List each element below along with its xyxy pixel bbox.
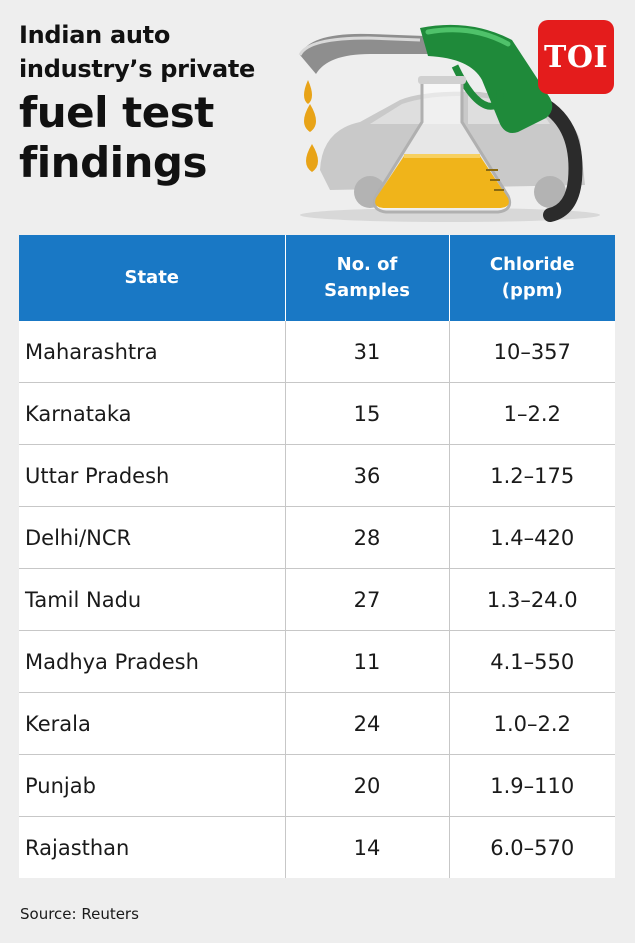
- cell-state: Delhi/NCR: [19, 506, 286, 569]
- cell-state: Karnataka: [19, 382, 286, 445]
- toi-logo-text: TOI: [544, 39, 608, 75]
- table-header-row: State No. of Samples Chloride (ppm): [19, 235, 615, 321]
- cell-chloride: 1.3–24.0: [449, 568, 615, 631]
- column-header-state: State: [19, 235, 286, 321]
- cell-samples: 14: [285, 816, 450, 878]
- cell-state: Kerala: [19, 692, 286, 755]
- title-line-1: Indian auto: [19, 21, 171, 49]
- cell-samples: 20: [285, 754, 450, 817]
- cell-chloride: 1.0–2.2: [449, 692, 615, 755]
- title-line-4: findings: [19, 138, 208, 187]
- cell-samples: 31: [285, 321, 450, 383]
- cell-samples: 28: [285, 506, 450, 569]
- table-row: Rajasthan 14 6.0–570: [19, 816, 615, 878]
- fuel-drop-icon: [304, 80, 318, 172]
- page-title: Indian auto industry’s private fuel test…: [19, 18, 319, 186]
- table-row: Uttar Pradesh 36 1.2–175: [19, 444, 615, 507]
- cell-state: Rajasthan: [19, 816, 286, 878]
- cell-chloride: 1.2–175: [449, 444, 615, 507]
- cell-samples: 11: [285, 630, 450, 693]
- column-header-samples: No. of Samples: [285, 235, 450, 321]
- cell-samples: 24: [285, 692, 450, 755]
- cell-chloride: 4.1–550: [449, 630, 615, 693]
- cell-state: Punjab: [19, 754, 286, 817]
- source-note: Source: Reuters: [20, 905, 139, 923]
- fuel-nozzle-icon: [298, 24, 553, 133]
- cell-chloride: 1–2.2: [449, 382, 615, 445]
- title-line-3: fuel test: [19, 88, 214, 137]
- cell-chloride: 10–357: [449, 321, 615, 383]
- title-line-2: industry’s private: [19, 55, 256, 83]
- table-row: Madhya Pradesh 11 4.1–550: [19, 630, 615, 693]
- flask-icon: [372, 76, 512, 214]
- table-row: Maharashtra 31 10–357: [19, 321, 615, 383]
- cell-samples: 36: [285, 444, 450, 507]
- cell-chloride: 1.9–110: [449, 754, 615, 817]
- cell-chloride: 6.0–570: [449, 816, 615, 878]
- fuel-illustration: [298, 24, 600, 222]
- table-row: Punjab 20 1.9–110: [19, 754, 615, 817]
- toi-logo: TOI: [538, 20, 614, 94]
- cell-samples: 15: [285, 382, 450, 445]
- cell-samples: 27: [285, 568, 450, 631]
- cell-state: Tamil Nadu: [19, 568, 286, 631]
- table-row: Karnataka 15 1–2.2: [19, 382, 615, 445]
- cell-chloride: 1.4–420: [449, 506, 615, 569]
- cell-state: Madhya Pradesh: [19, 630, 286, 693]
- table-row: Tamil Nadu 27 1.3–24.0: [19, 568, 615, 631]
- cell-state: Uttar Pradesh: [19, 444, 286, 507]
- fuel-test-table: State No. of Samples Chloride (ppm) Mahara…: [19, 235, 615, 878]
- cell-state: Maharashtra: [19, 321, 286, 383]
- header: Indian auto industry’s private fuel test…: [0, 0, 635, 232]
- fuel-hose-icon: [528, 93, 583, 222]
- table-row: Kerala 24 1.0–2.2: [19, 692, 615, 755]
- table-row: Delhi/NCR 28 1.4–420: [19, 506, 615, 569]
- column-header-chloride: Chloride (ppm): [449, 235, 615, 321]
